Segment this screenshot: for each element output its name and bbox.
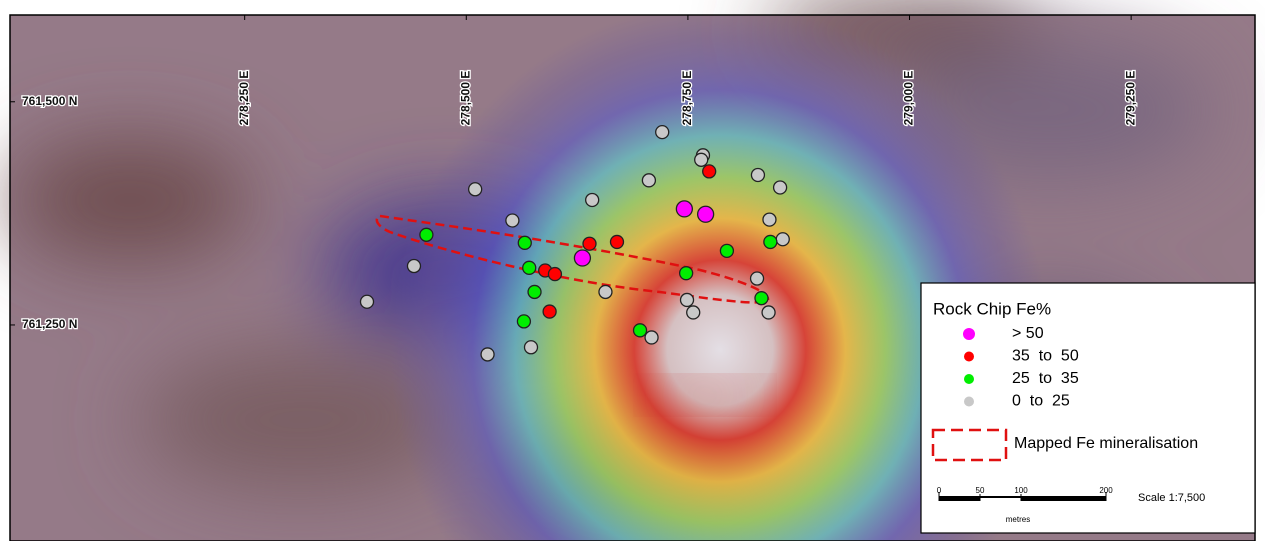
easting-label: 278,750 E (680, 71, 694, 126)
sample-point (528, 285, 541, 298)
legend-label: 0 to 25 (1012, 393, 1070, 410)
sample-point (574, 250, 590, 266)
sample-point (548, 268, 561, 281)
sample-point (703, 165, 716, 178)
legend-swatch (963, 328, 975, 340)
legend-swatch (964, 374, 974, 384)
sample-point (645, 331, 658, 344)
sample-point (764, 235, 777, 248)
legend-label: 35 to 50 (1012, 348, 1079, 365)
sample-point (361, 295, 374, 308)
sample-point (751, 168, 764, 181)
sample-point (407, 260, 420, 273)
easting-label: 278,500 E (458, 71, 472, 126)
sample-point (518, 236, 531, 249)
sample-point (755, 292, 768, 305)
sample-point (642, 174, 655, 187)
scale-ratio: Scale 1:7,500 (1138, 492, 1205, 504)
scale-label: 100 (1014, 486, 1028, 495)
sample-point (774, 181, 787, 194)
scale-unit: metres (1006, 515, 1030, 524)
sample-point (543, 305, 556, 318)
sample-point (720, 244, 733, 257)
sample-point (524, 341, 537, 354)
sample-point (695, 153, 708, 166)
legend-label: > 50 (1012, 325, 1044, 342)
sample-point (634, 324, 647, 337)
sample-point (680, 267, 693, 280)
sample-point (610, 235, 623, 248)
sample-point (523, 261, 536, 274)
legend-title: Rock Chip Fe% (933, 299, 1051, 318)
sample-point (469, 183, 482, 196)
sample-point (420, 228, 433, 241)
sample-point (676, 201, 692, 217)
sample-point (763, 213, 776, 226)
legend: Rock Chip Fe% > 50 35 to 50 25 to 35 0 to 2… (921, 283, 1255, 533)
sample-point (698, 206, 714, 222)
sample-point (583, 237, 596, 250)
sample-point (599, 285, 612, 298)
map-view: 278,250 E 278,500 E 278,750 E 279,000 E 279,… (0, 0, 1265, 541)
legend-swatch (964, 352, 974, 362)
sample-point (751, 272, 764, 285)
sample-point (517, 315, 530, 328)
sample-point (687, 306, 700, 319)
northing-label: 761,250 N (22, 317, 77, 331)
sample-point (656, 126, 669, 139)
easting-label: 278,250 E (237, 71, 251, 126)
sample-point (481, 348, 494, 361)
legend-polygon-label: Mapped Fe mineralisation (1014, 435, 1198, 452)
sample-point (586, 193, 599, 206)
legend-swatch (964, 397, 974, 407)
scale-label: 50 (976, 486, 985, 495)
sample-point (681, 293, 694, 306)
scale-label: 0 (937, 486, 942, 495)
legend-label: 25 to 35 (1012, 370, 1079, 387)
sample-point (506, 214, 519, 227)
sample-point (762, 306, 775, 319)
sample-point (776, 233, 789, 246)
scale-label: 200 (1099, 486, 1113, 495)
easting-label: 279,000 E (902, 71, 916, 126)
northing-label: 761,500 N (22, 94, 77, 108)
easting-label: 279,250 E (1123, 71, 1137, 126)
